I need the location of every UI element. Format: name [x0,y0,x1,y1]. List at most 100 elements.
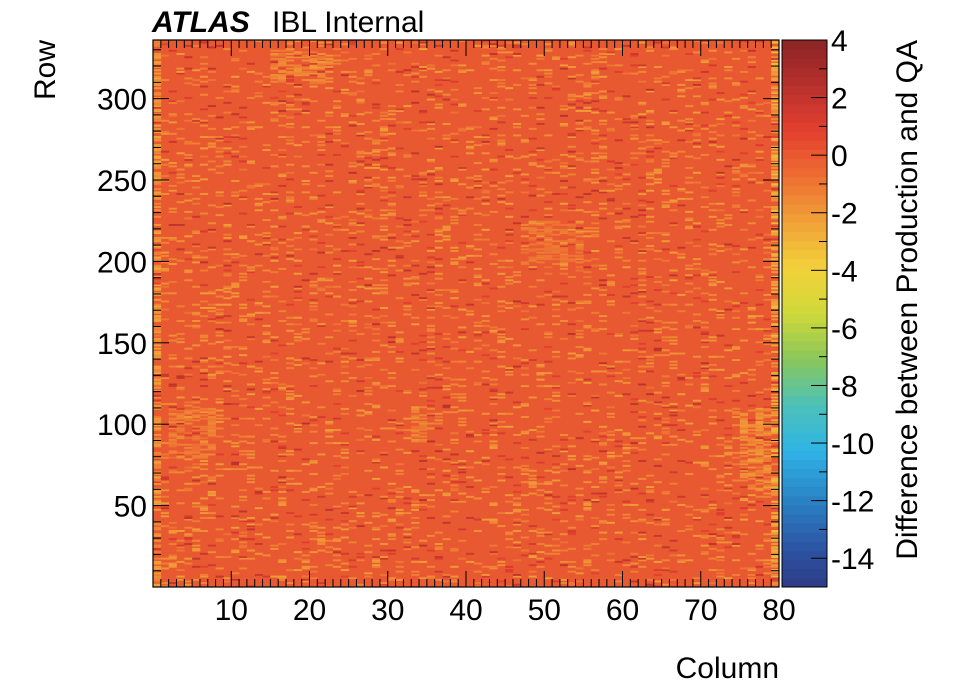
heatmap-cell [661,420,670,423]
heatmap-cell [575,106,584,109]
heatmap-cell [685,129,694,132]
heatmap-cell [192,118,201,121]
heatmap-cell [614,225,623,228]
heatmap-cell [473,180,482,182]
heatmap-cell [771,175,780,178]
heatmap-cell [153,152,162,155]
heatmap-cell [192,406,201,409]
heatmap-cell [426,577,436,580]
heatmap-cell [771,188,780,191]
heatmap-cell [325,429,334,432]
heatmap-cell [481,429,490,432]
heatmap-cell [356,77,365,80]
heatmap-cell [246,477,256,480]
heatmap-cell [669,152,678,155]
heatmap-cell [293,144,302,147]
heatmap-cell [724,248,733,251]
heatmap-cell [732,245,741,248]
heatmap-cell [387,372,396,375]
heatmap-cell [544,171,553,174]
color-scale-segment [782,167,827,178]
heatmap-cell [544,166,553,169]
heatmap-cell [426,476,436,479]
heatmap-cell [724,451,733,454]
heatmap-cell [771,554,780,557]
heatmap-cell [692,225,702,228]
heatmap-cell [716,528,725,531]
heatmap-cell [168,113,177,116]
heatmap-cell [716,123,725,125]
heatmap-cell [372,560,381,563]
heatmap-cell [661,233,670,236]
heatmap-cell [348,507,357,510]
heatmap-cell [215,147,224,150]
heatmap-cell [685,225,694,228]
heatmap-cell [591,82,600,85]
heatmap-cell [364,326,373,329]
heatmap-cell [606,503,615,506]
heatmap-cell [497,305,506,308]
heatmap-cell [450,305,459,308]
heatmap-cell [622,443,631,446]
heatmap-cell [192,245,201,248]
heatmap-cell [332,565,342,568]
heatmap-cell [184,433,193,436]
heatmap-cell [286,323,295,326]
heatmap-cell [293,67,302,70]
heatmap-cell [246,160,256,163]
heatmap-cell [153,269,162,272]
heatmap-cell [270,489,279,492]
heatmap-cell [340,372,349,375]
heatmap-cell [559,124,569,127]
heatmap-cell [575,515,584,518]
heatmap-cell [575,152,584,155]
heatmap-cell [450,406,459,409]
heatmap-cell [732,544,741,547]
heatmap-cell [293,66,302,68]
heatmap-cell [168,100,177,103]
heatmap-cell [215,362,224,365]
heatmap-cell [747,569,756,572]
heatmap-cell [591,499,600,502]
heatmap-cell [473,582,482,585]
heatmap-cell [434,277,443,280]
heatmap-cell [771,215,780,218]
heatmap-cell [567,333,576,335]
heatmap-cell [184,562,193,565]
heatmap-cell [317,153,326,156]
heatmap-cell [645,321,655,324]
heatmap-cell [481,96,490,99]
color-scale-segment [782,122,827,132]
heatmap-cell [528,223,537,226]
heatmap-cell [739,497,749,500]
heatmap-cell [372,183,381,186]
color-scale-segment [782,441,827,451]
heatmap-cell [379,139,389,142]
heatmap-cell [716,150,725,153]
heatmap-cell [450,442,459,445]
heatmap-cell [771,538,780,541]
heatmap-cell [153,396,162,399]
heatmap-cell [583,96,592,99]
heatmap-cell [356,134,365,137]
heatmap-cell [599,134,608,137]
heatmap-cell [497,44,506,47]
heatmap-cell [505,51,514,54]
heatmap-cell [419,178,428,181]
heatmap-cell [567,393,576,396]
heatmap-cell [591,230,600,233]
heatmap-cell [512,575,522,578]
heatmap-cell [192,445,201,448]
heatmap-cell [739,80,749,83]
heatmap-cell [278,406,287,409]
heatmap-cell [614,490,623,493]
heatmap-cell [153,341,162,344]
heatmap-cell [419,69,428,72]
heatmap-cell [747,178,756,181]
heatmap-cell [536,531,545,534]
heatmap-cell [489,403,498,405]
heatmap-cell [372,267,381,270]
heatmap-cell [199,75,209,78]
heatmap-cell [677,150,686,153]
heatmap-cell [442,69,451,72]
